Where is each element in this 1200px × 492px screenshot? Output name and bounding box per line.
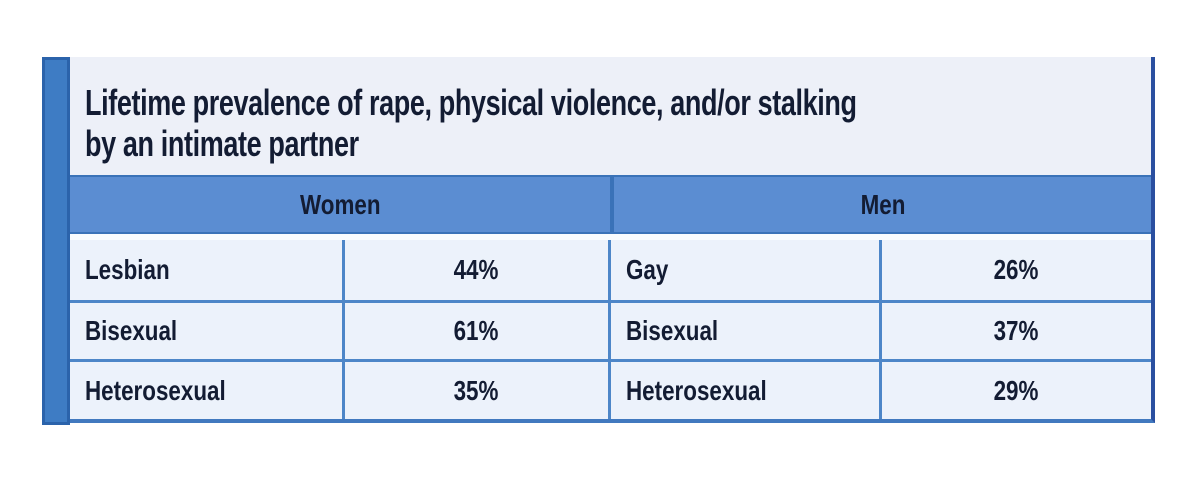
- men-value: 37%: [994, 314, 1039, 346]
- women-value-cell: 61%: [342, 299, 608, 360]
- column-header-women: Women: [70, 177, 610, 232]
- prevalence-table-panel: Lifetime prevalence of rape, physical vi…: [70, 57, 1155, 423]
- men-value: 29%: [994, 374, 1039, 406]
- table-body: Lesbian 44% Gay 26% Bisexual 61% Bisexua…: [70, 240, 1151, 419]
- men-label: Bisexual: [626, 314, 719, 346]
- men-value-cell: 29%: [879, 359, 1151, 419]
- women-value-cell: 44%: [342, 240, 608, 300]
- women-label-cell: Heterosexual: [70, 359, 342, 419]
- men-label-cell: Bisexual: [608, 299, 879, 360]
- women-label: Heterosexual: [85, 374, 226, 406]
- table-title-line1: Lifetime prevalence of rape, physical vi…: [85, 82, 857, 123]
- men-label: Gay: [626, 253, 669, 285]
- men-value-cell: 26%: [879, 240, 1151, 300]
- men-label-cell: Gay: [608, 240, 879, 300]
- women-label: Lesbian: [85, 253, 170, 285]
- column-header-women-label: Women: [299, 188, 381, 220]
- column-header-men-label: Men: [860, 188, 905, 220]
- left-accent-bar: [42, 57, 70, 425]
- women-value: 61%: [454, 314, 499, 346]
- header-body-divider: [70, 234, 1151, 240]
- table-title-line2: by an intimate partner: [85, 123, 359, 164]
- table-title: Lifetime prevalence of rape, physical vi…: [70, 57, 1151, 175]
- men-label-cell: Heterosexual: [608, 359, 879, 419]
- women-value: 35%: [454, 374, 499, 406]
- table-header-row: Women Men: [70, 175, 1151, 234]
- men-label: Heterosexual: [626, 374, 767, 406]
- women-label: Bisexual: [85, 314, 178, 346]
- men-value-cell: 37%: [879, 299, 1151, 360]
- women-value: 44%: [454, 253, 499, 285]
- women-label-cell: Lesbian: [70, 240, 342, 300]
- column-header-men: Men: [610, 177, 1151, 232]
- men-value: 26%: [994, 253, 1039, 285]
- women-label-cell: Bisexual: [70, 299, 342, 360]
- women-value-cell: 35%: [342, 359, 608, 419]
